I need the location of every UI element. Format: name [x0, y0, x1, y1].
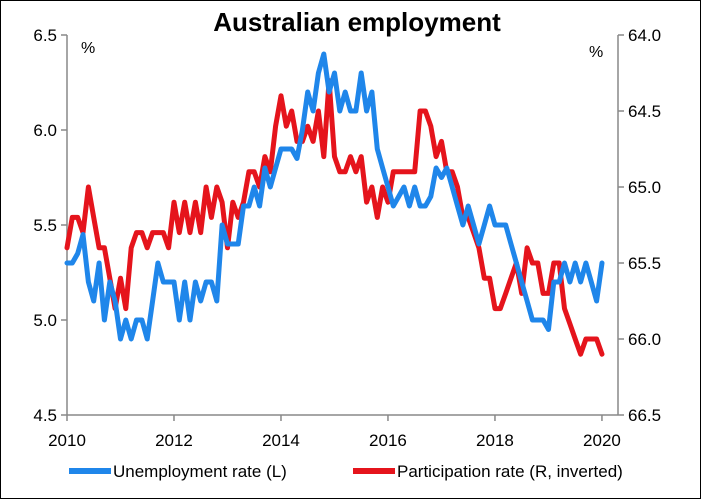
right-tick-label: 64.5 [628, 102, 661, 121]
right-tick-label: 66.5 [628, 406, 661, 425]
series-line-participation [64, 78, 605, 357]
x-tick-label: 2018 [476, 431, 514, 450]
left-tick-label: 4.5 [33, 406, 57, 425]
legend: Unemployment rate (L) Participation rate… [69, 462, 623, 481]
right-axis-unit: % [589, 44, 603, 61]
chart-title: Australian employment [213, 7, 501, 37]
right-tick-label: 65.5 [628, 254, 661, 273]
left-tick-label: 5.5 [33, 216, 57, 235]
left-axis-ticks: 6.5 6.0 5.5 5.0 4.5 [33, 26, 67, 425]
x-axis-ticks: 2010 2012 2014 2016 2018 2020 [48, 415, 621, 450]
plot-area [66, 35, 619, 416]
left-tick-label: 6.5 [33, 26, 57, 45]
right-tick-label: 64.0 [628, 26, 661, 45]
x-tick-label: 2010 [48, 431, 86, 450]
right-tick-label: 65.0 [628, 178, 661, 197]
x-tick-label: 2012 [155, 431, 193, 450]
left-tick-label: 6.0 [33, 121, 57, 140]
legend-label-participation: Participation rate (R, inverted) [397, 462, 623, 481]
right-axis-ticks: 64.0 64.5 65.0 65.5 66.0 66.5 [618, 26, 661, 425]
right-tick-label: 66.0 [628, 330, 661, 349]
x-tick-label: 2016 [369, 431, 407, 450]
left-tick-label: 5.0 [33, 311, 57, 330]
series-line-unemployment [64, 51, 605, 342]
series-layer [64, 51, 605, 357]
x-tick-label: 2014 [262, 431, 300, 450]
left-axis-unit: % [81, 40, 95, 57]
x-tick-label: 2020 [583, 431, 621, 450]
legend-label-unemployment: Unemployment rate (L) [113, 462, 287, 481]
